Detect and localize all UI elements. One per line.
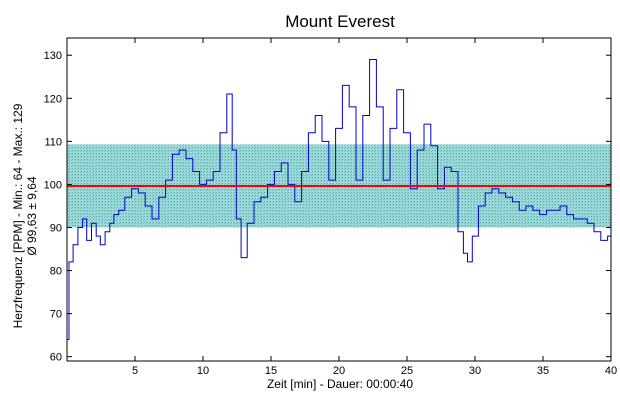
x-axis-ticks: 5 10 15 20 25 30 35 40 bbox=[132, 38, 617, 377]
x-tick-label: 20 bbox=[333, 365, 345, 377]
x-tick-label: 30 bbox=[469, 365, 481, 377]
y-tick-label: 110 bbox=[44, 136, 62, 148]
chart-title: Mount Everest bbox=[285, 12, 395, 31]
x-tick-label: 35 bbox=[537, 365, 549, 377]
y-tick-label: 100 bbox=[44, 179, 62, 191]
plot-area bbox=[66, 37, 612, 362]
x-axis-label: Zeit [min] - Dauer: 00:00:40 bbox=[267, 377, 413, 391]
y-axis-label: Herzfrequenz [PPM] - Min.: 64 - Max.: 12… bbox=[11, 103, 39, 328]
x-tick-label: 10 bbox=[197, 365, 209, 377]
x-tick-label: 40 bbox=[605, 365, 617, 377]
y-axis-label-line1: Herzfrequenz [PPM] - Min.: 64 - Max.: 12… bbox=[11, 103, 25, 328]
x-tick-label: 25 bbox=[401, 365, 413, 377]
y-axis-ticks: 60 70 80 90 100 110 120 130 bbox=[44, 50, 611, 364]
heart-rate-line bbox=[67, 59, 611, 340]
x-tick-label: 5 bbox=[132, 365, 138, 377]
y-tick-label: 80 bbox=[50, 266, 62, 278]
y-tick-label: 120 bbox=[44, 93, 62, 105]
y-tick-label: 90 bbox=[50, 222, 62, 234]
y-tick-label: 130 bbox=[44, 50, 62, 62]
y-tick-label: 70 bbox=[50, 309, 62, 321]
y-tick-label: 60 bbox=[50, 352, 62, 364]
y-axis-label-line2: Ø 99,63 ± 9,64 bbox=[25, 176, 39, 256]
x-tick-label: 15 bbox=[265, 365, 277, 377]
